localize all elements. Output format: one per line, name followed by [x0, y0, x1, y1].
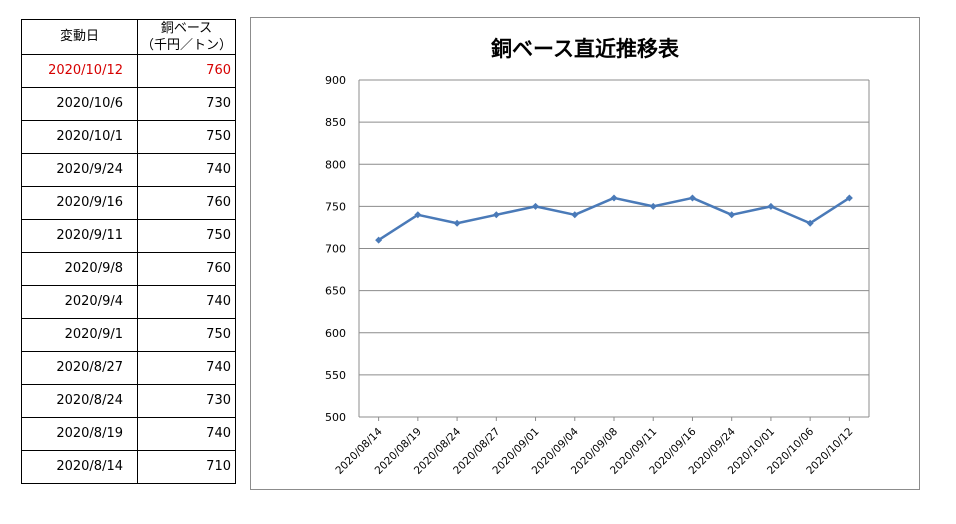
- row-price: 760: [137, 252, 236, 286]
- table-row: 2020/9/8 760: [21, 252, 236, 286]
- series-line: [377, 196, 851, 242]
- row-date: 2020/9/1: [21, 318, 138, 352]
- y-tick-label: 550: [325, 369, 346, 382]
- data-point: [688, 194, 696, 202]
- y-tick-label: 500: [325, 411, 346, 424]
- row-price: 740: [137, 285, 236, 319]
- data-point: [610, 194, 618, 202]
- data-point: [806, 219, 814, 227]
- y-tick-label: 600: [325, 327, 346, 340]
- y-tick-label: 700: [325, 243, 346, 256]
- data-point: [767, 202, 775, 210]
- table-row: 2020/9/16 760: [21, 186, 236, 220]
- header-price: 銅ベース （千円／トン）: [137, 19, 236, 55]
- y-tick-label: 900: [325, 74, 346, 87]
- data-point: [453, 219, 461, 227]
- row-date: 2020/10/12: [21, 54, 138, 88]
- y-tick-label: 800: [325, 158, 346, 171]
- data-point: [571, 211, 579, 219]
- data-point: [728, 211, 736, 219]
- table-row: 2020/9/1 750: [21, 318, 236, 352]
- table-row: 2020/10/12 760: [21, 54, 236, 88]
- y-tick-label: 850: [325, 116, 346, 129]
- row-date: 2020/9/24: [21, 153, 138, 187]
- row-price: 730: [137, 87, 236, 121]
- row-date: 2020/9/4: [21, 285, 138, 319]
- data-point: [375, 236, 383, 244]
- row-price: 730: [137, 384, 236, 418]
- table-row: 2020/8/14 710: [21, 450, 236, 484]
- row-date: 2020/8/19: [21, 417, 138, 451]
- y-tick-label: 750: [325, 200, 346, 213]
- header-date: 変動日: [21, 19, 138, 55]
- data-point: [649, 202, 657, 210]
- row-date: 2020/8/24: [21, 384, 138, 418]
- row-price: 750: [137, 219, 236, 253]
- table-row: 2020/10/6 730: [21, 87, 236, 121]
- table-row: 2020/8/27 740: [21, 351, 236, 385]
- table-row: 2020/8/19 740: [21, 417, 236, 451]
- data-point: [845, 194, 853, 202]
- line-chart: 銅ベース直近推移表 500550600650700750800850900202…: [325, 37, 870, 477]
- y-tick-label: 650: [325, 285, 346, 298]
- chart-title: 銅ベース直近推移表: [491, 37, 680, 61]
- chart-area: 銅ベース直近推移表 500 550 600 650 700 750 800 850 900 202…: [250, 17, 920, 490]
- row-price: 750: [137, 318, 236, 352]
- data-point: [492, 211, 500, 219]
- row-price: 710: [137, 450, 236, 484]
- data-point: [532, 202, 540, 210]
- row-date: 2020/9/16: [21, 186, 138, 220]
- header-price-line1: 銅ベース: [160, 21, 213, 36]
- row-price: 760: [137, 186, 236, 220]
- row-price: 740: [137, 153, 236, 187]
- row-price: 750: [137, 120, 236, 154]
- header-price-line2: （千円／トン）: [140, 38, 232, 53]
- row-date: 2020/9/8: [21, 252, 138, 286]
- row-price: 740: [137, 351, 236, 385]
- table-row: 2020/8/24 730: [21, 384, 236, 418]
- row-date: 2020/10/6: [21, 87, 138, 121]
- price-table: 変動日 銅ベース （千円／トン） 2020/10/12 760 2020/10/6 7…: [21, 19, 236, 484]
- table-row: 2020/10/1 750: [21, 120, 236, 154]
- row-price: 760: [137, 54, 236, 88]
- row-date: 2020/8/27: [21, 351, 138, 385]
- row-date: 2020/8/14: [21, 450, 138, 484]
- data-point: [414, 211, 422, 219]
- table-row: 2020/9/11 750: [21, 219, 236, 253]
- row-price: 740: [137, 417, 236, 451]
- table-row: 2020/9/24 740: [21, 153, 236, 187]
- row-date: 2020/10/1: [21, 120, 138, 154]
- table-header-row: 変動日 銅ベース （千円／トン）: [21, 19, 236, 55]
- row-date: 2020/9/11: [21, 219, 138, 253]
- table-row: 2020/9/4 740: [21, 285, 236, 319]
